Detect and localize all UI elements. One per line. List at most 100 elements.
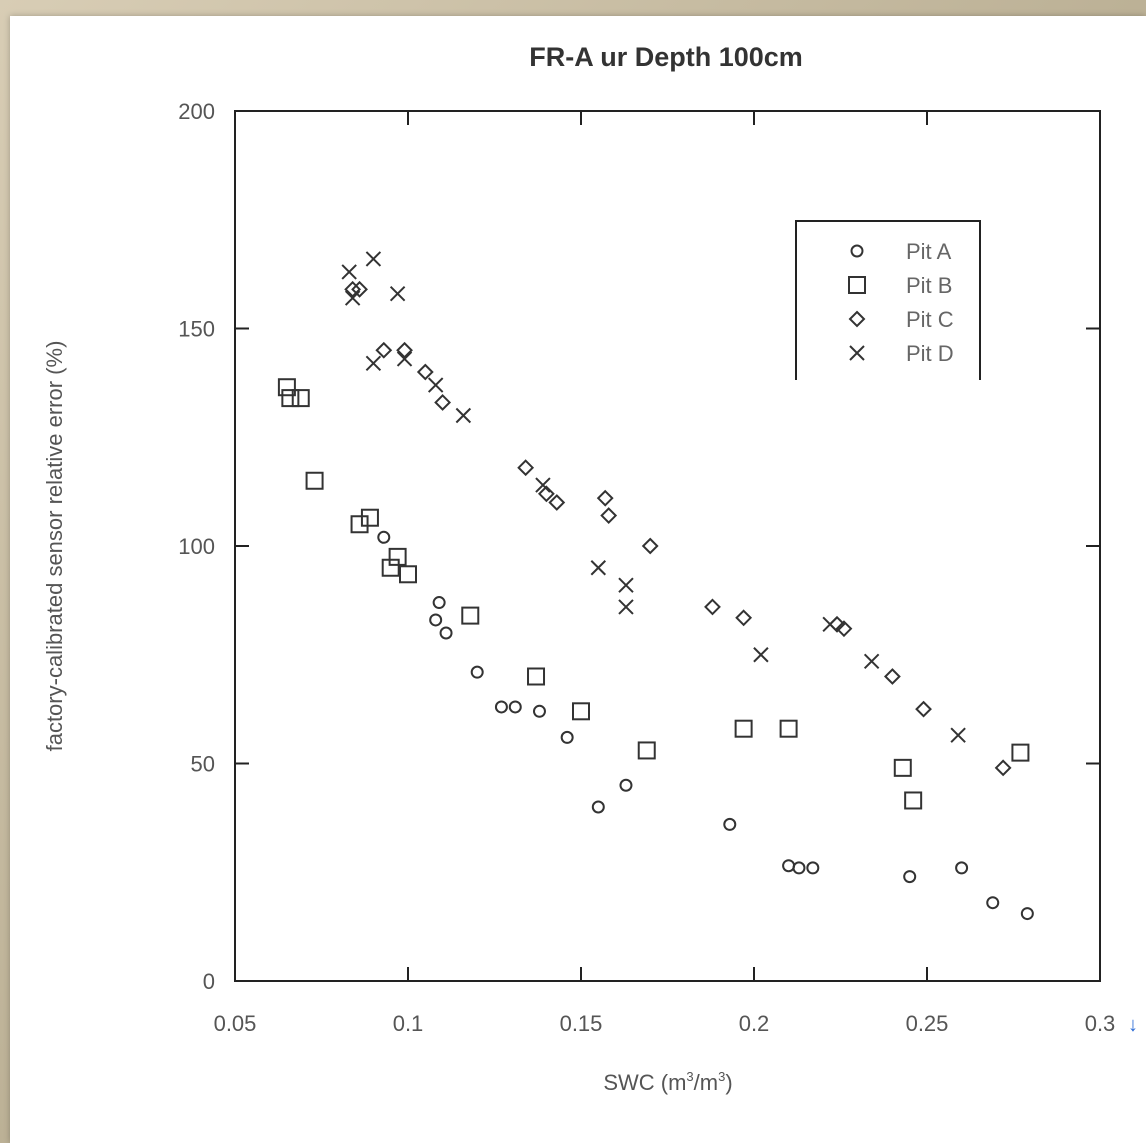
data-point bbox=[508, 700, 522, 714]
legend: Pit A Pit B Pit C Pit D bbox=[795, 220, 981, 380]
chart-title: FR-A ur Depth 100cm bbox=[529, 42, 803, 72]
data-point bbox=[1020, 907, 1034, 921]
data-point bbox=[600, 507, 618, 524]
data-point bbox=[494, 700, 508, 714]
data-point bbox=[351, 280, 368, 298]
data-point bbox=[381, 558, 400, 577]
data-point bbox=[527, 667, 546, 686]
legend-marker bbox=[849, 345, 865, 361]
series-pit-c bbox=[344, 280, 1012, 777]
data-point bbox=[637, 741, 656, 760]
cursor-mark: ↓ bbox=[1128, 1014, 1138, 1036]
legend-item: Pit C bbox=[848, 307, 954, 332]
data-point bbox=[461, 606, 480, 625]
x-axis: 0.05 0.1 0.15 0.2 0.25 0.3 bbox=[214, 111, 1116, 1036]
data-point bbox=[535, 477, 551, 493]
legend-item: Pit B bbox=[848, 273, 952, 298]
plot-frame bbox=[234, 110, 1101, 982]
data-point bbox=[427, 377, 444, 393]
data-point bbox=[903, 870, 917, 884]
data-point bbox=[277, 378, 296, 397]
data-point bbox=[470, 665, 484, 679]
data-point bbox=[560, 730, 574, 744]
data-point bbox=[591, 800, 605, 814]
data-point bbox=[950, 727, 966, 743]
data-point bbox=[994, 759, 1012, 777]
data-point bbox=[779, 719, 798, 738]
legend-item: Pit D bbox=[849, 341, 954, 366]
data-point bbox=[365, 355, 382, 372]
y-tick-label: 200 bbox=[178, 99, 215, 124]
x-axis-label: SWC (m3/m3) bbox=[603, 1069, 732, 1095]
y-tick-label: 50 bbox=[191, 752, 215, 777]
data-point bbox=[548, 494, 566, 511]
data-point bbox=[641, 537, 659, 555]
data-point bbox=[341, 264, 357, 280]
data-point bbox=[596, 489, 614, 507]
data-point bbox=[735, 609, 753, 627]
data-point bbox=[723, 817, 737, 831]
data-point bbox=[365, 251, 382, 267]
data-point bbox=[455, 407, 472, 424]
data-point bbox=[863, 653, 880, 669]
data-point bbox=[344, 280, 362, 298]
legend-marker bbox=[848, 276, 866, 294]
legend-item: Pit A bbox=[850, 239, 952, 264]
x-tick-label: 0.3 bbox=[1085, 1011, 1116, 1036]
data-point bbox=[399, 565, 417, 584]
data-point bbox=[344, 290, 361, 306]
data-point bbox=[618, 577, 634, 593]
x-tick-label: 0.1 bbox=[393, 1011, 424, 1036]
data-point bbox=[822, 616, 838, 633]
data-point bbox=[389, 285, 406, 302]
y-tick-label: 150 bbox=[178, 317, 215, 342]
data-point bbox=[377, 530, 391, 544]
data-point bbox=[893, 758, 912, 777]
data-point bbox=[360, 508, 379, 527]
data-point bbox=[396, 351, 413, 367]
data-point bbox=[532, 704, 546, 718]
legend-marker bbox=[848, 310, 866, 328]
series-pit-d bbox=[341, 251, 966, 743]
data-point bbox=[883, 668, 901, 685]
chart-sheet bbox=[10, 16, 1146, 1143]
data-point bbox=[806, 861, 820, 875]
data-point bbox=[416, 363, 434, 381]
data-point bbox=[434, 394, 452, 411]
data-point bbox=[396, 341, 413, 359]
data-point bbox=[291, 389, 310, 408]
series-pit-b bbox=[277, 378, 1030, 810]
data-point bbox=[618, 599, 634, 615]
data-point bbox=[782, 859, 796, 873]
data-point bbox=[1011, 743, 1030, 762]
y-axis-label: factory-calibrated sensor relative error… bbox=[42, 341, 67, 752]
data-point bbox=[904, 791, 923, 810]
data-point bbox=[619, 778, 633, 792]
data-point bbox=[792, 861, 806, 875]
y-tick-label: 0 bbox=[203, 969, 215, 994]
y-tick-label: 100 bbox=[178, 534, 215, 559]
legend-box bbox=[795, 220, 981, 380]
legend-label: Pit A bbox=[906, 239, 952, 264]
data-point bbox=[517, 459, 535, 477]
legend-label: Pit C bbox=[906, 307, 954, 332]
data-point bbox=[704, 598, 721, 616]
data-point bbox=[572, 702, 590, 721]
data-point bbox=[835, 620, 853, 638]
data-point bbox=[537, 485, 555, 503]
legend-marker bbox=[850, 244, 864, 258]
data-point bbox=[375, 341, 393, 359]
data-points bbox=[277, 251, 1034, 921]
x-tick-label: 0.2 bbox=[739, 1011, 770, 1036]
x-tick-label: 0.25 bbox=[906, 1011, 949, 1036]
data-point bbox=[955, 861, 969, 875]
plot-area: 0 50 100 150 200 0.05 0.1 0.15 0.2 0.25 0.3 bbox=[178, 99, 1115, 1036]
data-point bbox=[429, 613, 443, 627]
data-point bbox=[439, 626, 453, 640]
data-point bbox=[753, 647, 769, 663]
x-tick-label: 0.05 bbox=[214, 1011, 257, 1036]
data-point bbox=[350, 515, 369, 534]
legend-label: Pit B bbox=[906, 273, 952, 298]
legend-label: Pit D bbox=[906, 341, 954, 366]
